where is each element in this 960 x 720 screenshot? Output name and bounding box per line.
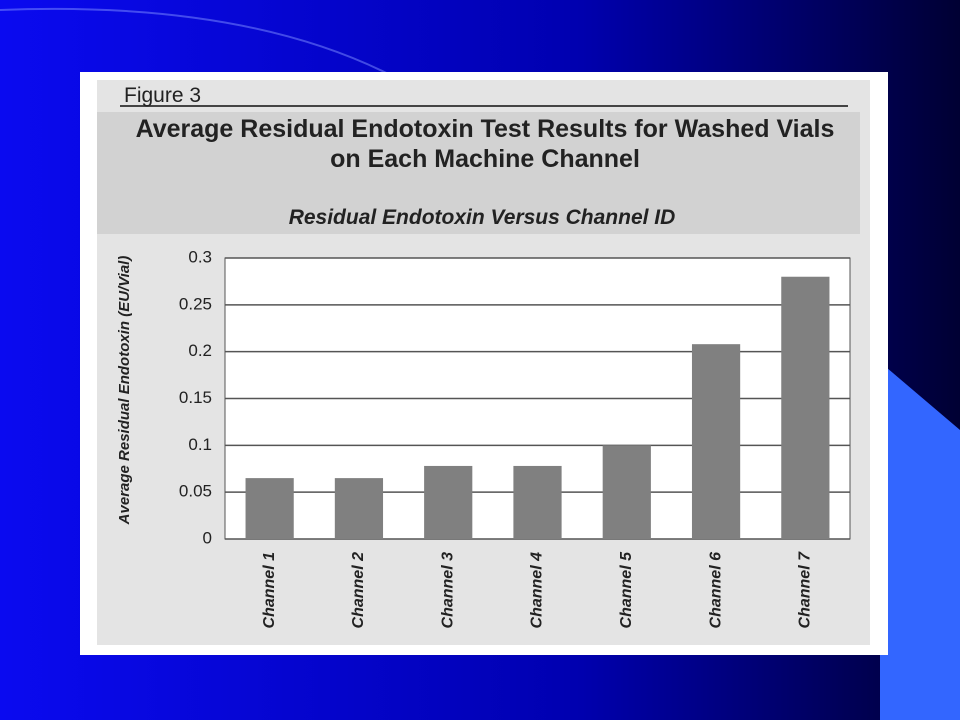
x-tick-label: Channel 5 — [618, 551, 635, 629]
y-tick-label: 0.2 — [188, 341, 212, 360]
bar — [602, 445, 651, 539]
chart-title: Average Residual Endotoxin Test Results … — [135, 115, 835, 173]
figure-label: Figure 3 — [124, 84, 202, 107]
y-tick-label: 0.3 — [188, 247, 212, 266]
x-tick-label: Channel 1 — [261, 552, 278, 629]
x-tick-label: Channel 3 — [439, 552, 456, 629]
y-tick-label: 0 — [203, 528, 212, 547]
chart-subtitle: Residual Endotoxin Versus Channel ID — [288, 206, 676, 229]
bar — [781, 276, 830, 539]
x-tick-label: Channel 2 — [350, 552, 367, 629]
bar — [513, 465, 562, 539]
y-tick-label: 0.1 — [188, 435, 212, 454]
decor-shape — [880, 362, 960, 720]
y-tick-label: 0.05 — [179, 482, 212, 501]
bar — [334, 478, 384, 539]
y-tick-label: 0.15 — [179, 388, 212, 407]
title-band — [97, 112, 860, 234]
bar — [245, 478, 294, 539]
x-tick-label: Channel 7 — [797, 551, 814, 629]
bar — [691, 344, 741, 539]
bar — [424, 465, 473, 539]
decor-arc — [0, 7, 401, 81]
x-tick-label: Channel 4 — [529, 552, 546, 629]
y-axis-label: Average Residual Endotoxin (EU/Vial) — [116, 256, 133, 526]
y-tick-label: 0.25 — [179, 294, 212, 313]
x-tick-label: Channel 6 — [707, 552, 724, 629]
